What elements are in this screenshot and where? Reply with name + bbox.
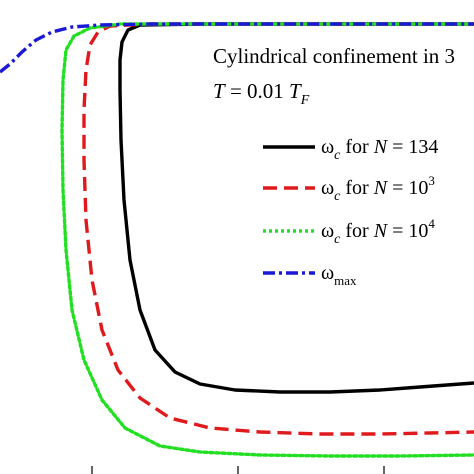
annotation-line1: Cylindrical confinement in 3 (213, 44, 455, 68)
series-line-2 (82, 22, 474, 436)
series-line-4 (0, 22, 474, 74)
legend-label-3: ωc for N = 104 (321, 216, 435, 247)
series-line-3 (60, 22, 474, 458)
legend-label-4: ωmax (321, 262, 357, 288)
fermi-subscript: F (300, 93, 310, 108)
temperature-symbol: T (213, 79, 226, 103)
temperature-value: = 0.01 (225, 79, 289, 103)
series-line-1 (118, 22, 474, 394)
x-axis-ticks (91, 466, 385, 474)
series-layer (0, 22, 474, 458)
fermi-temperature-symbol: T (289, 79, 302, 103)
annotation-line2: T = 0.01 TF (213, 79, 310, 108)
legend: ωc for N = 134 ωc for N = 103 ωc for N = 1… (263, 136, 438, 288)
legend-label-2: ωc for N = 103 (321, 173, 435, 204)
legend-label-1: ωc for N = 134 (321, 136, 438, 163)
